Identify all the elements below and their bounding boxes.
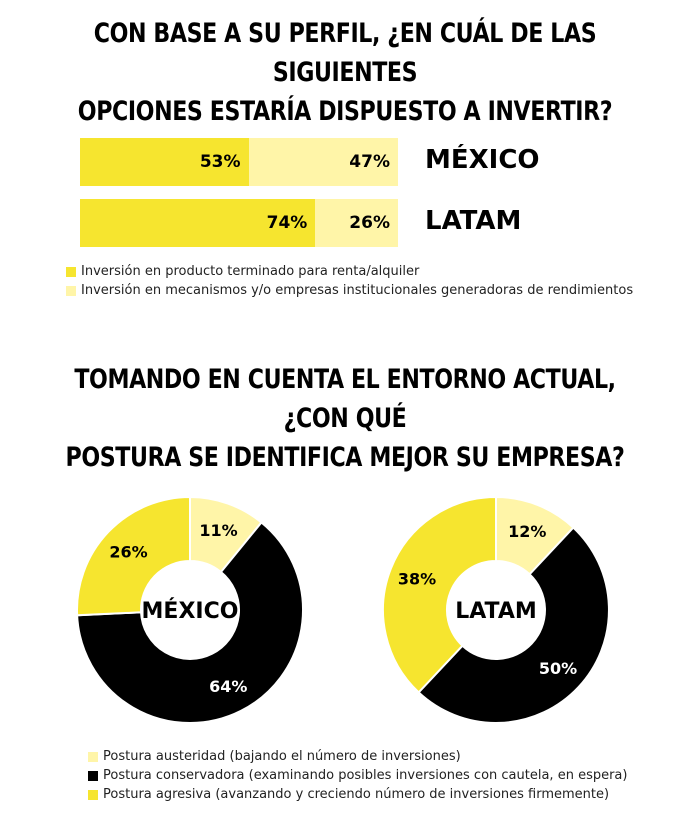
legend-label: Inversión en producto terminado para ren…: [81, 264, 420, 279]
donut-slice: [417, 526, 610, 724]
donut-chart-legend: Postura austeridad (bajando el número de…: [88, 747, 627, 804]
legend-swatch: [88, 770, 98, 781]
bar-data-label: 26%: [349, 213, 390, 233]
bar-row-mexico: 53% 47%: [80, 138, 398, 186]
donut-data-label: 38%: [398, 570, 436, 589]
donut-center-label: LATAM: [455, 599, 537, 624]
legend-swatch: [66, 266, 76, 277]
donut-data-label: 64%: [209, 677, 247, 696]
donut-center-label: MÉXICO: [142, 598, 239, 624]
legend-label: Postura austeridad (bajando el número de…: [103, 749, 461, 764]
donut-data-label: 50%: [539, 659, 577, 678]
bar-category-label-latam: LATAM: [425, 206, 522, 236]
legend-swatch: [88, 751, 98, 762]
bar-segment: 74%: [80, 199, 316, 247]
donut-data-label: 11%: [199, 521, 237, 540]
legend-label: Inversión en mecanismos y/o empresas ins…: [81, 283, 634, 298]
donut-chart-title: TOMANDO EN CUENTA EL ENTORNO ACTUAL, ¿CO…: [62, 360, 628, 477]
donut-slice: [382, 495, 497, 694]
legend-item: Postura austeridad (bajando el número de…: [88, 747, 627, 766]
bar-row-latam: 74% 26%: [80, 199, 398, 247]
donut-charts: 11% 64% 26% MÉXICO 12% 50% 38% LATAM: [76, 495, 610, 724]
donut-data-label: 26%: [109, 542, 147, 561]
legend-item: Inversión en producto terminado para ren…: [66, 262, 633, 281]
bar-segment: 47%: [248, 138, 398, 186]
legend-label: Postura agresiva (avanzando y creciendo …: [103, 787, 610, 802]
legend-item: Postura conservadora (examinando posible…: [88, 766, 627, 785]
donut-data-label: 12%: [508, 522, 546, 541]
legend-swatch: [88, 789, 98, 800]
bar-data-label: 53%: [199, 152, 241, 172]
bar-chart-legend: Inversión en producto terminado para ren…: [66, 262, 633, 300]
donut-slice: [76, 521, 304, 724]
bar-data-label: 47%: [349, 152, 390, 172]
legend-item: Inversión en mecanismos y/o empresas ins…: [66, 281, 633, 300]
bar-chart-title: CON BASE A SU PERFIL, ¿EN CUÁL DE LAS SI…: [62, 14, 628, 131]
donut-slice: [76, 495, 191, 617]
bar-segment: 26%: [315, 199, 398, 247]
title-line: CON BASE A SU PERFIL, ¿EN CUÁL DE LAS SI…: [93, 18, 597, 88]
bar-category-label-mexico: MÉXICO: [425, 145, 540, 175]
bar-segment: 53%: [80, 138, 249, 186]
title-line: TOMANDO EN CUENTA EL ENTORNO ACTUAL, ¿CO…: [74, 364, 616, 434]
legend-item: Postura agresiva (avanzando y creciendo …: [88, 785, 627, 804]
legend-swatch: [66, 285, 76, 296]
legend-label: Postura conservadora (examinando posible…: [103, 768, 628, 783]
title-line: POSTURA SE IDENTIFICA MEJOR SU EMPRESA?: [65, 442, 625, 473]
bar-data-label: 74%: [266, 213, 308, 233]
title-line: OPCIONES ESTARÍA DISPUESTO A INVERTIR?: [77, 96, 613, 127]
